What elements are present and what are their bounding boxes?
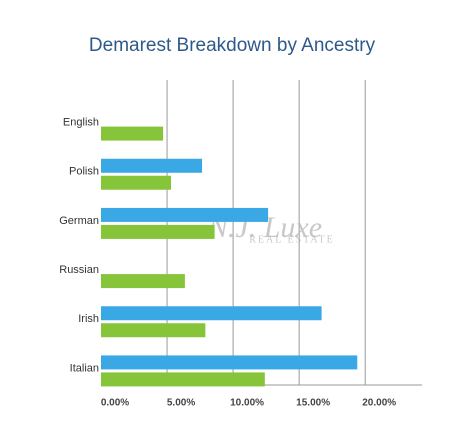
- y-tick-label: Italian: [70, 362, 99, 374]
- y-tick-label: English: [63, 116, 99, 128]
- bar: [101, 274, 185, 289]
- y-tick-label: Polish: [69, 166, 99, 178]
- bar: [101, 126, 164, 141]
- chart-title: Demarest Breakdown by Ancestry: [89, 35, 376, 56]
- watermark-sub: REAL ESTATE: [249, 234, 335, 245]
- bar: [101, 372, 265, 387]
- y-tick-label: German: [59, 215, 99, 227]
- bar: [101, 306, 322, 321]
- bar: [101, 175, 172, 190]
- y-tick-label: Russian: [59, 264, 99, 276]
- x-tick-label: 10.00%: [230, 398, 264, 409]
- x-tick-label: 15.00%: [296, 398, 330, 409]
- y-tick-label: Irish: [78, 313, 99, 325]
- x-tick-label: 0.00%: [101, 398, 129, 409]
- x-tick-label: 5.00%: [167, 398, 195, 409]
- bar: [101, 207, 269, 222]
- bar: [101, 158, 203, 173]
- bar: [101, 224, 215, 239]
- bar: [101, 323, 206, 338]
- bar: [101, 355, 358, 370]
- x-tick-label: 20.00%: [362, 398, 396, 409]
